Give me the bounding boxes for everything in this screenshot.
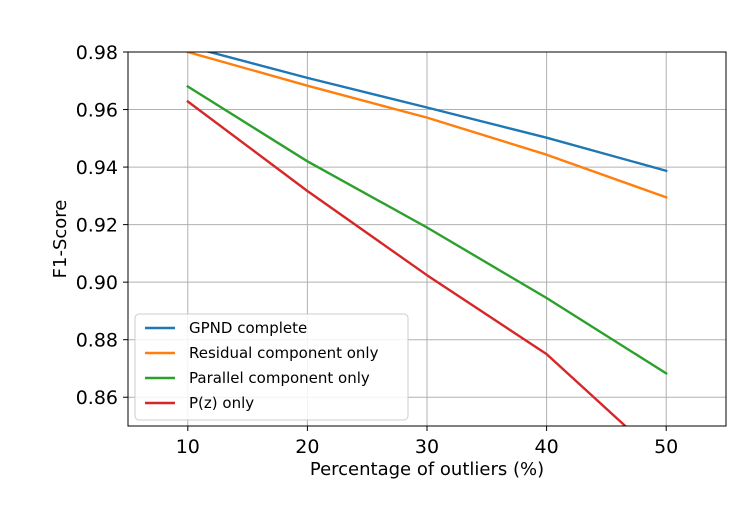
y-tick-label: 0.92: [76, 215, 118, 237]
series-line-3: [186, 84, 668, 376]
grid-lines: [128, 51, 726, 426]
y-tick-label: 0.98: [76, 42, 118, 64]
x-tick-label: 20: [295, 436, 319, 458]
x-axis-ticks: 10 20 30 40 50: [176, 426, 678, 458]
legend-label: P(z) only: [189, 394, 254, 412]
x-tick-label: 40: [535, 436, 559, 458]
legend-label: Parallel component only: [189, 369, 370, 387]
y-axis-ticks: 0.86 0.88 0.90 0.92 0.94 0.96 0.98: [76, 42, 128, 409]
y-tick-label: 0.94: [76, 157, 118, 179]
legend-label: GPND complete: [189, 319, 307, 337]
x-axis-label: Percentage of outliers (%): [310, 459, 544, 480]
legend-box: [134, 313, 409, 421]
series-line-1: [204, 52, 668, 173]
x-tick-label: 30: [415, 436, 439, 458]
y-tick-label: 0.86: [76, 387, 118, 409]
y-tick-label: 0.88: [76, 330, 118, 352]
legend: GPND complete Residual component only Para…: [134, 313, 409, 421]
series-line-2: [186, 52, 668, 199]
legend-label: Residual component only: [189, 344, 379, 362]
y-axis-label: F1-Score: [50, 200, 71, 279]
x-tick-label: 10: [176, 436, 200, 458]
y-tick-label: 0.96: [76, 100, 118, 122]
y-tick-label: 0.90: [76, 272, 118, 294]
x-tick-label: 50: [654, 436, 678, 458]
series-line-4: [186, 99, 628, 426]
series-lines: [186, 52, 668, 426]
